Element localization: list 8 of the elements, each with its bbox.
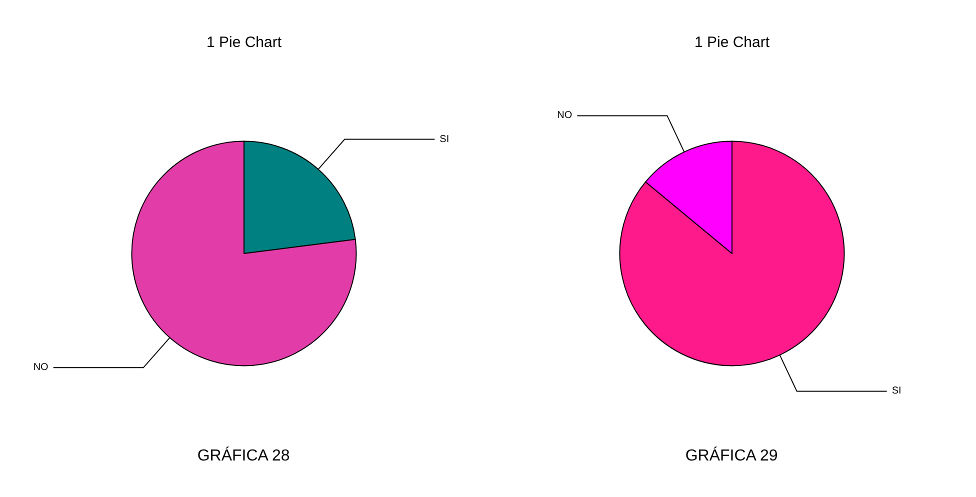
text: GRÁFICA 29 [685, 446, 778, 464]
slice-label: SI [892, 386, 902, 397]
slice-label: NO [557, 110, 572, 122]
slice-label: NO [33, 362, 49, 374]
chart-title: 1 Pie Chart [206, 34, 282, 51]
slice-label: SI [440, 134, 450, 145]
text: GRÁFICA 28 [197, 446, 290, 464]
chart-title: 1 Pie Chart [694, 34, 770, 51]
